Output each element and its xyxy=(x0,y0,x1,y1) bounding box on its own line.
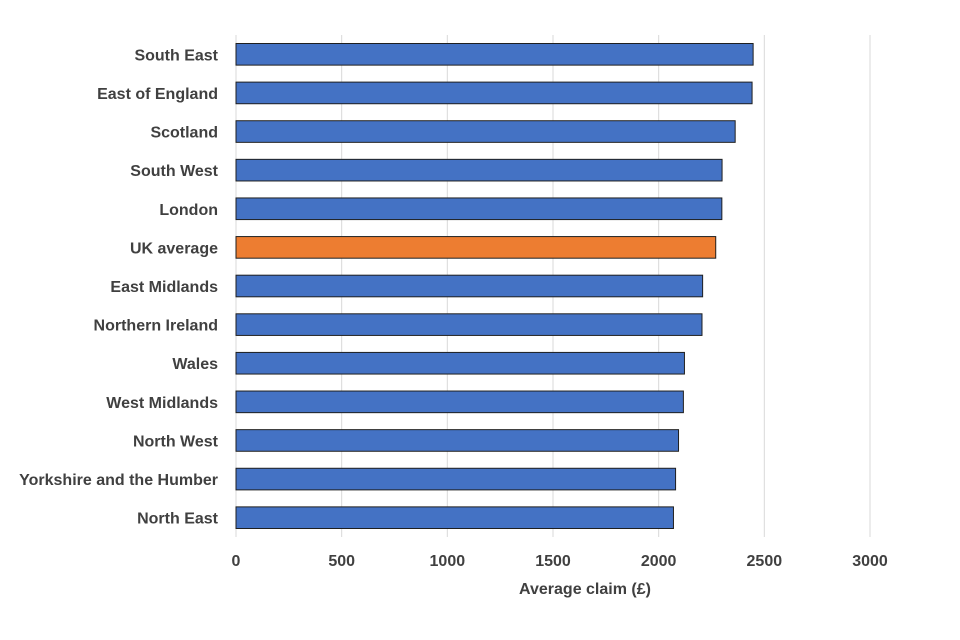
category-label: West Midlands xyxy=(106,395,218,412)
x-tick-labels: 0 500 1000 1500 2000 2500 3000 xyxy=(232,553,888,570)
x-tick-label: 1000 xyxy=(430,553,466,570)
x-axis-title: Average claim (£) xyxy=(519,581,651,598)
bar-west-midlands xyxy=(235,390,684,414)
category-label: Yorkshire and the Humber xyxy=(19,472,218,489)
category-label: South West xyxy=(130,163,218,180)
category-label: Wales xyxy=(172,356,218,373)
bar-east-of-england xyxy=(235,81,753,105)
bar-south-west xyxy=(235,158,723,182)
category-label: East of England xyxy=(97,86,218,103)
category-label: North East xyxy=(137,511,219,528)
x-tick-label: 500 xyxy=(328,553,355,570)
bars xyxy=(235,42,754,530)
x-tick-label: 2000 xyxy=(641,553,677,570)
bar-east-midlands xyxy=(235,274,704,298)
x-tick-label: 0 xyxy=(232,553,241,570)
category-labels: South East East of England Scotland South W… xyxy=(19,47,219,527)
category-label: Northern Ireland xyxy=(94,318,218,335)
category-label: North West xyxy=(133,433,219,450)
bar-north-east xyxy=(235,506,674,530)
category-label: UK average xyxy=(130,240,218,257)
bar-uk-average xyxy=(235,236,717,259)
bar-south-east xyxy=(235,42,754,66)
category-label: Scotland xyxy=(150,125,218,142)
bar-wales xyxy=(235,351,685,375)
bar-yorkshire-and-the-humber xyxy=(235,467,677,491)
category-label: East Midlands xyxy=(110,279,218,296)
bar-northern-ireland xyxy=(235,313,703,336)
category-label: South East xyxy=(134,47,218,64)
category-label: London xyxy=(159,202,218,219)
bar-scotland xyxy=(235,120,736,143)
x-tick-label: 3000 xyxy=(852,553,888,570)
bar-north-west xyxy=(235,429,680,452)
bar-london xyxy=(235,197,723,221)
x-tick-label: 1500 xyxy=(535,553,571,570)
x-tick-label: 2500 xyxy=(747,553,783,570)
